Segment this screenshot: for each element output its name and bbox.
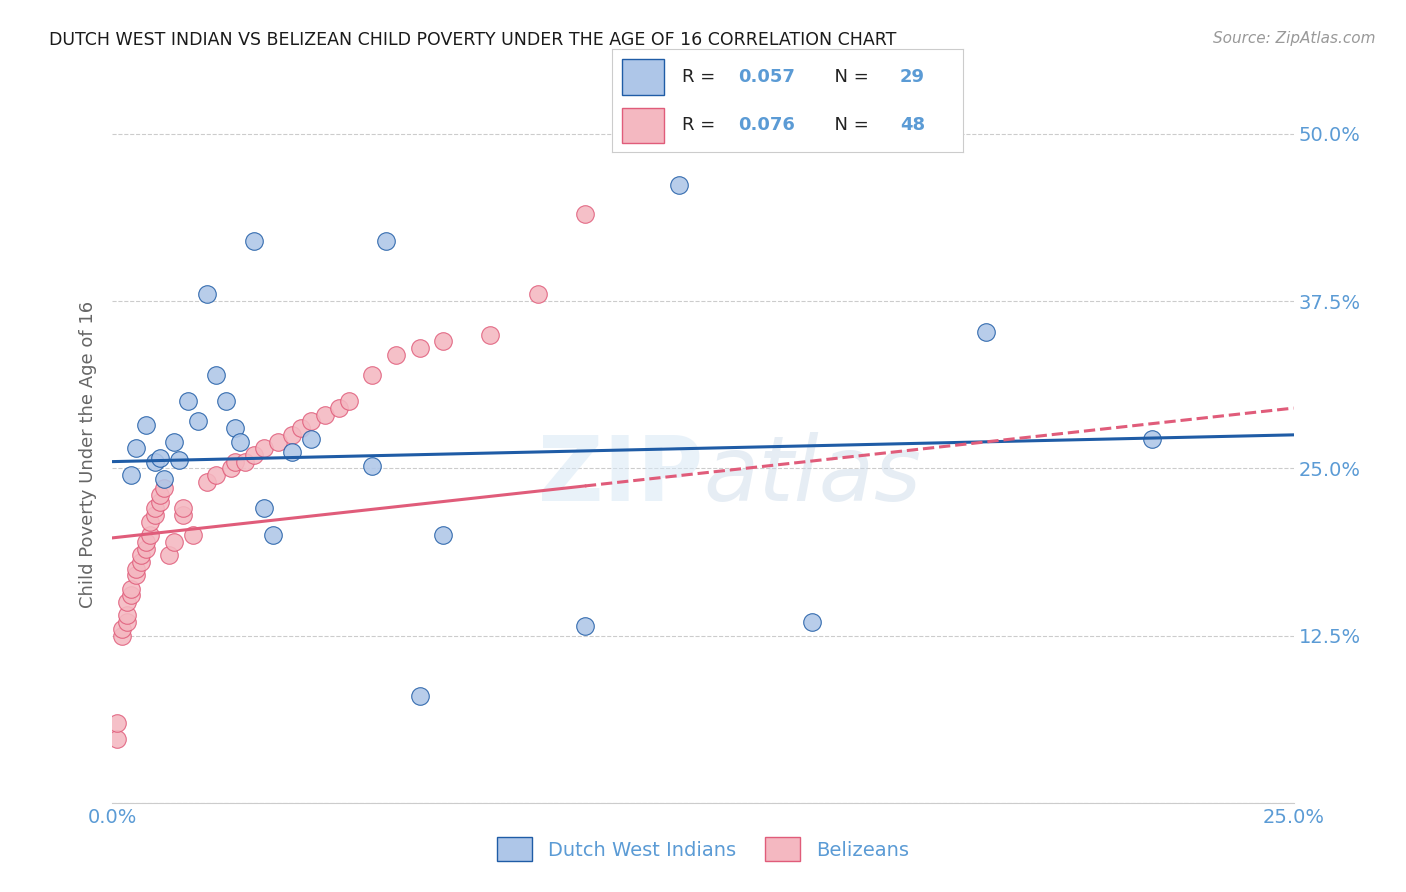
Point	[1140, 432, 1163, 446]
Point	[281, 445, 304, 459]
Point	[219, 461, 242, 475]
Point	[668, 178, 690, 192]
Point	[125, 562, 148, 576]
Point	[120, 468, 142, 483]
Text: N =: N =	[823, 117, 875, 135]
Point	[229, 434, 252, 449]
Text: DUTCH WEST INDIAN VS BELIZEAN CHILD POVERTY UNDER THE AGE OF 16 CORRELATION CHAR: DUTCH WEST INDIAN VS BELIZEAN CHILD POVE…	[49, 31, 897, 49]
Point	[262, 528, 284, 542]
Point	[153, 472, 176, 486]
Text: atlas: atlas	[703, 432, 921, 520]
Point	[149, 450, 172, 465]
Point	[361, 458, 384, 473]
Point	[139, 515, 162, 529]
Point	[314, 408, 336, 422]
Point	[526, 287, 548, 301]
Point	[111, 622, 134, 636]
Point	[432, 528, 454, 542]
Point	[215, 394, 238, 409]
Point	[105, 715, 128, 730]
FancyBboxPatch shape	[621, 60, 665, 95]
Text: R =: R =	[682, 117, 721, 135]
Text: 29: 29	[900, 69, 925, 87]
Point	[186, 415, 208, 429]
Point	[243, 234, 266, 248]
Point	[233, 455, 256, 469]
Text: 0.057: 0.057	[738, 69, 794, 87]
Point	[172, 508, 194, 523]
Point	[181, 528, 204, 542]
Point	[205, 468, 228, 483]
Point	[976, 325, 998, 339]
Text: ZIP: ZIP	[538, 432, 703, 520]
Point	[129, 555, 152, 569]
Point	[149, 494, 172, 508]
Point	[224, 421, 246, 435]
Point	[281, 428, 304, 442]
Point	[120, 589, 142, 603]
Point	[267, 434, 290, 449]
FancyBboxPatch shape	[621, 108, 665, 144]
Point	[143, 455, 166, 469]
Point	[139, 528, 162, 542]
Point	[163, 434, 186, 449]
Point	[167, 453, 190, 467]
Y-axis label: Child Poverty Under the Age of 16: Child Poverty Under the Age of 16	[79, 301, 97, 608]
Point	[143, 508, 166, 523]
Point	[111, 628, 134, 642]
Point	[243, 448, 266, 462]
Point	[408, 341, 430, 355]
Text: R =: R =	[682, 69, 721, 87]
Point	[253, 501, 276, 516]
Point	[129, 548, 152, 563]
Point	[149, 488, 172, 502]
Point	[153, 482, 176, 496]
Point	[574, 207, 596, 221]
Point	[253, 442, 276, 456]
Point	[135, 535, 157, 549]
Point	[177, 394, 200, 409]
Point	[143, 501, 166, 516]
Point	[361, 368, 384, 382]
Point	[172, 501, 194, 516]
Point	[224, 455, 246, 469]
Point	[115, 608, 138, 623]
Point	[163, 535, 186, 549]
Point	[299, 415, 322, 429]
Point	[337, 394, 360, 409]
Point	[290, 421, 312, 435]
Point	[105, 731, 128, 746]
Point	[385, 348, 408, 362]
Point	[195, 475, 218, 489]
Point	[375, 234, 398, 248]
Point	[800, 615, 823, 630]
Point	[157, 548, 180, 563]
Legend: Dutch West Indians, Belizeans: Dutch West Indians, Belizeans	[482, 822, 924, 877]
Point	[205, 368, 228, 382]
Point	[195, 287, 218, 301]
Point	[125, 442, 148, 456]
Text: Source: ZipAtlas.com: Source: ZipAtlas.com	[1212, 31, 1375, 46]
Point	[432, 334, 454, 349]
Point	[328, 401, 350, 416]
Text: 48: 48	[900, 117, 925, 135]
Point	[135, 418, 157, 433]
Text: N =: N =	[823, 69, 875, 87]
Point	[479, 327, 502, 342]
Point	[115, 615, 138, 630]
Point	[574, 619, 596, 633]
Point	[115, 595, 138, 609]
Point	[408, 689, 430, 703]
Text: 0.076: 0.076	[738, 117, 794, 135]
Point	[135, 541, 157, 556]
Point	[299, 432, 322, 446]
Point	[125, 568, 148, 582]
Point	[120, 582, 142, 596]
